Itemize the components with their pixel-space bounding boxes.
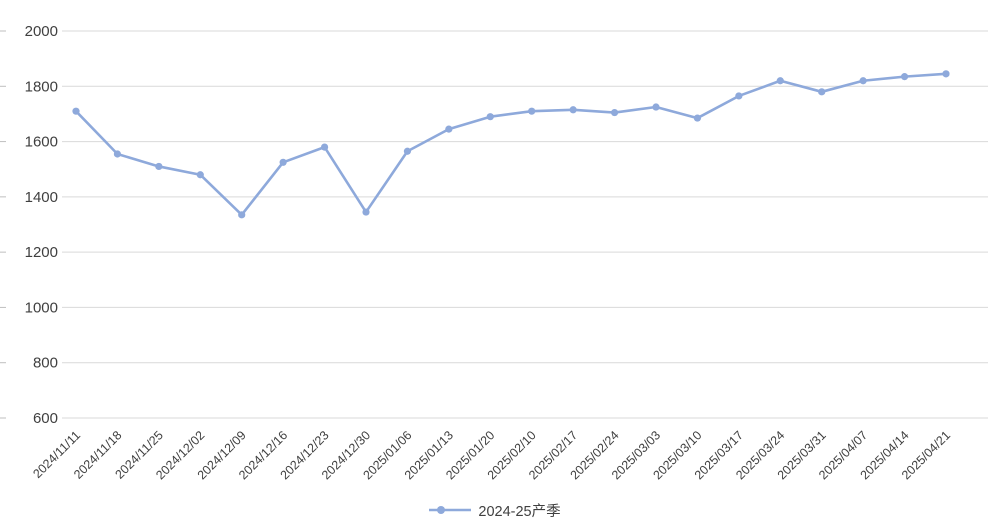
data-point [735, 92, 743, 100]
data-point [155, 162, 163, 171]
y-axis-label: 1600 [25, 134, 58, 151]
data-point [113, 150, 122, 158]
data-point [652, 103, 660, 111]
data-point [693, 114, 702, 122]
legend[interactable]: 2024-25产季 [0, 499, 988, 521]
data-point [320, 143, 329, 151]
data-point [859, 77, 867, 85]
y-axis-label: 2000 [25, 23, 58, 40]
data-point [445, 125, 453, 133]
plot-area: 6008001000120014001600180020002024/11/11… [0, 23, 988, 482]
y-axis-label: 800 [33, 355, 58, 372]
y-axis-label: 1400 [25, 189, 58, 206]
data-point [279, 158, 287, 166]
data-point [403, 147, 412, 155]
legend-line-marker-icon [429, 506, 472, 514]
data-point [528, 107, 536, 115]
data-point [818, 88, 826, 96]
legend-label: 2024-25产季 [478, 503, 561, 520]
y-axis-label: 600 [33, 410, 58, 427]
y-axis-label: 1200 [25, 244, 58, 261]
y-axis-label: 1000 [25, 299, 58, 316]
data-point [776, 77, 784, 85]
series-line [74, 72, 948, 217]
data-point [942, 70, 950, 78]
data-point [362, 208, 370, 216]
data-point [569, 106, 577, 114]
data-point [486, 113, 494, 121]
data-point [72, 107, 80, 115]
data-point [196, 171, 204, 179]
y-axis-label: 1800 [25, 78, 58, 95]
data-point [610, 108, 619, 117]
data-point [238, 211, 246, 219]
data-point [900, 73, 909, 81]
